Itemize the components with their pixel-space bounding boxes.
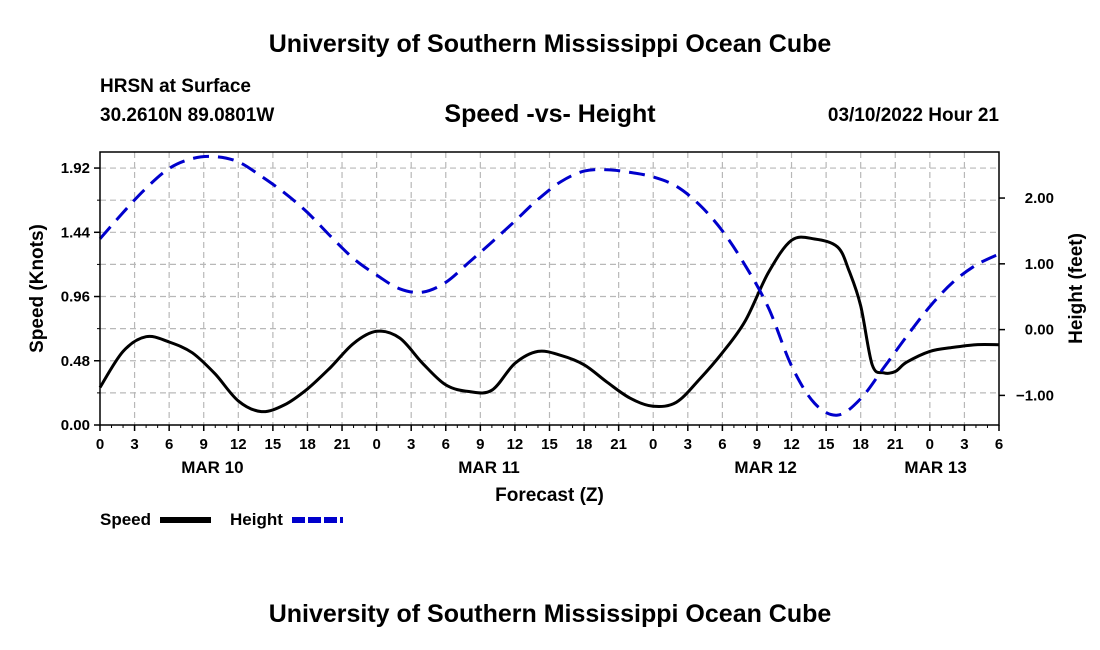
series-line-speed (98, 235, 1000, 414)
x-tick-label: 21 (334, 436, 351, 453)
y2-axis-label: Height (feet) (1066, 233, 1087, 344)
x-tick-label: 15 (818, 436, 835, 453)
datetime-label: 03/10/2022 Hour 21 (827, 105, 999, 126)
x-tick-label: 0 (649, 436, 657, 453)
x-tick-label: 15 (541, 436, 558, 453)
legend: Speed Height (100, 510, 343, 529)
x-tick-label: 0 (926, 436, 934, 453)
x-tick-label: 6 (995, 436, 1003, 453)
x-tick-label: 21 (887, 436, 904, 453)
legend-label-height: Height (230, 510, 283, 529)
x-axis-label: Forecast (Z) (495, 485, 604, 506)
y-tick-label: 1.92 (61, 160, 90, 177)
grid (100, 152, 999, 425)
x-tick-label: 6 (718, 436, 726, 453)
x-tick-label: 15 (265, 436, 282, 453)
x-tick-label: 21 (610, 436, 627, 453)
station-label: HRSN at Surface (100, 76, 251, 97)
x-tick-label: 3 (960, 436, 968, 453)
y2-tick-label: 0.00 (1025, 322, 1054, 339)
x-tick-label: 12 (230, 436, 247, 453)
x-tick-label: 3 (407, 436, 415, 453)
coordinates-label: 30.2610N 89.0801W (100, 105, 275, 126)
date-label: MAR 11 (458, 458, 519, 477)
series-line-height (98, 154, 1000, 417)
date-label: MAR 12 (734, 458, 796, 477)
x-tick-label: 9 (200, 436, 208, 453)
x-tick-label: 18 (299, 436, 316, 453)
x-tick-label: 6 (165, 436, 173, 453)
x-tick-label: 9 (753, 436, 761, 453)
x-tick-label: 3 (130, 436, 138, 453)
x-tick-label: 3 (684, 436, 692, 453)
y-axis-label: Speed (Knots) (27, 224, 48, 353)
x-tick-label: 9 (476, 436, 484, 453)
axis-labels: 0 3 6 9 12 15 18 21 0 3 6 9 12 15 18 21 0 3 6 9 12 15 18 21 0 3 6 0… (27, 160, 1087, 506)
chart-title: University of Southern Mississippi Ocean… (268, 30, 832, 58)
footer-title: University of Southern Mississippi Ocean… (268, 600, 832, 628)
x-tick-label: 18 (852, 436, 869, 453)
x-tick-label: 6 (442, 436, 450, 453)
y-tick-label: 1.44 (61, 224, 91, 241)
x-tick-label: 0 (96, 436, 104, 453)
y-tick-label: 0.00 (61, 417, 90, 434)
y-tick-label: 0.48 (61, 353, 90, 370)
x-tick-label: 0 (372, 436, 380, 453)
legend-label-speed: Speed (100, 510, 151, 529)
y2-tick-label: 1.00 (1025, 256, 1054, 273)
y2-tick-label: −1.00 (1016, 387, 1054, 404)
chart-subtitle: Speed -vs- Height (444, 100, 656, 128)
x-tick-label: 18 (576, 436, 593, 453)
date-label: MAR 10 (181, 458, 243, 477)
ticks (94, 167, 1005, 431)
y-tick-label: 0.96 (61, 289, 90, 306)
series-layer (98, 154, 1000, 417)
date-label: MAR 13 (904, 458, 966, 477)
y2-tick-label: 2.00 (1025, 190, 1054, 207)
x-tick-label: 12 (783, 436, 800, 453)
x-tick-label: 12 (507, 436, 524, 453)
